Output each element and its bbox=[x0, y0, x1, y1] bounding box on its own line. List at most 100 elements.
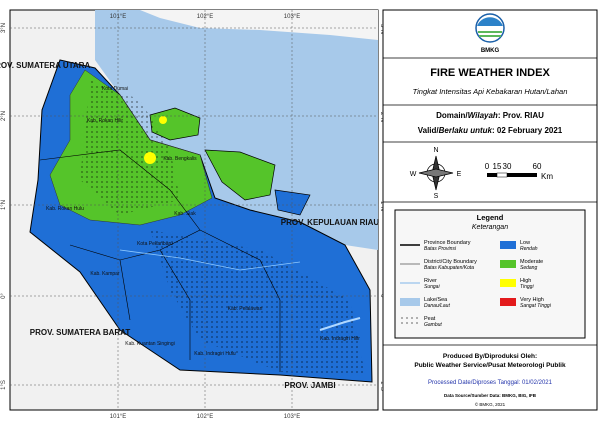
lat-label: 0° bbox=[1, 293, 7, 299]
symbol bbox=[400, 298, 420, 306]
district-label: Kab. Kampar bbox=[90, 271, 120, 277]
legend-sub: Sangat Tinggi bbox=[520, 303, 552, 309]
lat-label: 0° bbox=[379, 294, 385, 300]
compass-letter: E bbox=[457, 171, 462, 178]
map bbox=[9, 9, 379, 411]
lon-label: 103°E bbox=[284, 14, 300, 20]
river bbox=[319, 317, 361, 331]
district-label: Kab. Kuantan Singingi bbox=[125, 341, 174, 347]
scale-label: 60 bbox=[533, 162, 542, 171]
lat-label: 3°N bbox=[379, 24, 385, 34]
graticule bbox=[10, 10, 378, 410]
swatch bbox=[500, 241, 516, 249]
produced-org: Public Weather Service/Pusat Meteorologi… bbox=[414, 362, 566, 369]
map-labels: 101°E 101°E 102°E 102°E 103°E 103°E 3°N 3°N 2°N 2… bbox=[0, 14, 385, 420]
info-part: : 02 February 2021 bbox=[492, 126, 563, 135]
info-line: Valid/Berlaku untuk: 02 February 2021 bbox=[418, 126, 563, 135]
district-label: Kab. Siak bbox=[174, 211, 196, 217]
legend-label: Moderate bbox=[520, 259, 543, 265]
legend-sub: Tinggi bbox=[520, 284, 534, 290]
legend-label: Peat bbox=[424, 316, 436, 322]
source: Data Source/Sumber Data: BMKG, BIG, IFB bbox=[444, 393, 537, 398]
island bbox=[204, 149, 276, 201]
district-boundary bbox=[119, 229, 281, 372]
scale-unit: Km bbox=[541, 172, 553, 181]
copyright: © BMKG, 2021 bbox=[475, 401, 506, 407]
province-label: PROV. SUMATERA BARAT bbox=[30, 328, 131, 337]
info-part: Berlaku untuk bbox=[439, 126, 493, 135]
agency: BMKG bbox=[481, 48, 500, 54]
compass-letter: S bbox=[434, 193, 439, 200]
lat-label: 1°S bbox=[1, 380, 7, 390]
info-part: Wilayah bbox=[468, 111, 498, 120]
compass-letter: W bbox=[410, 171, 417, 178]
title: FIRE WEATHER INDEX bbox=[430, 67, 550, 79]
legend-sub: Sedang bbox=[520, 265, 537, 271]
peat-area bbox=[80, 80, 180, 215]
legend-title: Legend bbox=[477, 213, 504, 222]
legend-label: High bbox=[520, 278, 531, 284]
lat-label: 3°N bbox=[1, 23, 7, 33]
lon-label: 102°E bbox=[197, 14, 213, 20]
swatch bbox=[500, 260, 516, 268]
legend-sub: Gambut bbox=[424, 322, 442, 328]
district-label: Kota Pekanbaru bbox=[137, 241, 173, 247]
district-label: Kab. Indragiri Hilir bbox=[320, 336, 360, 342]
legend-sub: Batas Provinsi bbox=[424, 246, 457, 252]
info-line: Domain/Wilayah: Prov. RIAU bbox=[436, 111, 544, 120]
swatch bbox=[500, 298, 516, 306]
province-label: PROV. KEPULAUAN RIAU bbox=[281, 218, 380, 227]
scale-label: 30 bbox=[503, 162, 512, 171]
scale-label: 15 bbox=[493, 162, 502, 171]
legend-label: Province Boundary bbox=[424, 240, 471, 246]
district-label: Kab. Rokan Hilir bbox=[87, 118, 123, 124]
malaysia bbox=[140, 10, 378, 40]
district-label: Kab. Rokan Hulu bbox=[46, 206, 84, 212]
legend-sub: Batas Kabupaten/Kota bbox=[424, 265, 474, 271]
info-part: Valid/ bbox=[418, 126, 440, 135]
symbol bbox=[400, 317, 420, 325]
lat-label: 1°N bbox=[1, 200, 7, 210]
lon-label: 103°E bbox=[284, 414, 300, 420]
island bbox=[274, 189, 311, 216]
lat-label: 2°N bbox=[379, 112, 385, 122]
swatch bbox=[500, 279, 516, 287]
compass-letter: N bbox=[433, 147, 438, 154]
processed: Processed Date/Diproses Tanggal: 01/02/2… bbox=[428, 380, 553, 386]
lon-label: 101°E bbox=[110, 14, 126, 20]
province-label: PROV. SUMATERA UTARA bbox=[0, 61, 90, 70]
high-spot bbox=[144, 152, 156, 164]
compass bbox=[418, 155, 454, 191]
info-part: Domain/ bbox=[436, 111, 468, 120]
lon-label: 102°E bbox=[197, 414, 213, 420]
produced: Produced By/Diproduksi Oleh: bbox=[443, 353, 537, 360]
river bbox=[119, 249, 301, 271]
info-part: : Prov. RIAU bbox=[498, 111, 544, 120]
lat-label: 2°N bbox=[1, 111, 7, 121]
province-label: PROV. JAMBI bbox=[284, 381, 335, 390]
subtitle: Tingkat Intensitas Api Kebakaran Hutan/L… bbox=[413, 87, 568, 96]
peat-area bbox=[150, 230, 365, 375]
legend-label: District/City Boundary bbox=[424, 259, 477, 265]
lat-label: 1°N bbox=[379, 201, 385, 211]
legend-sub: Rendah bbox=[520, 246, 538, 252]
sea bbox=[95, 10, 378, 250]
legend-label: River bbox=[424, 278, 437, 284]
legend-sub: Sungai bbox=[424, 284, 440, 290]
legend-label: Very High bbox=[520, 297, 544, 303]
district-label: Kota Dumai bbox=[102, 86, 128, 92]
legend-subtitle: Keterangan bbox=[472, 224, 508, 231]
district-label: Kab. Bengkalis bbox=[163, 156, 197, 162]
lat-label: 1°S bbox=[379, 381, 385, 391]
district-label: Kab. Pelalawan bbox=[228, 306, 263, 312]
legend-box bbox=[394, 209, 586, 339]
logo bbox=[475, 13, 505, 43]
